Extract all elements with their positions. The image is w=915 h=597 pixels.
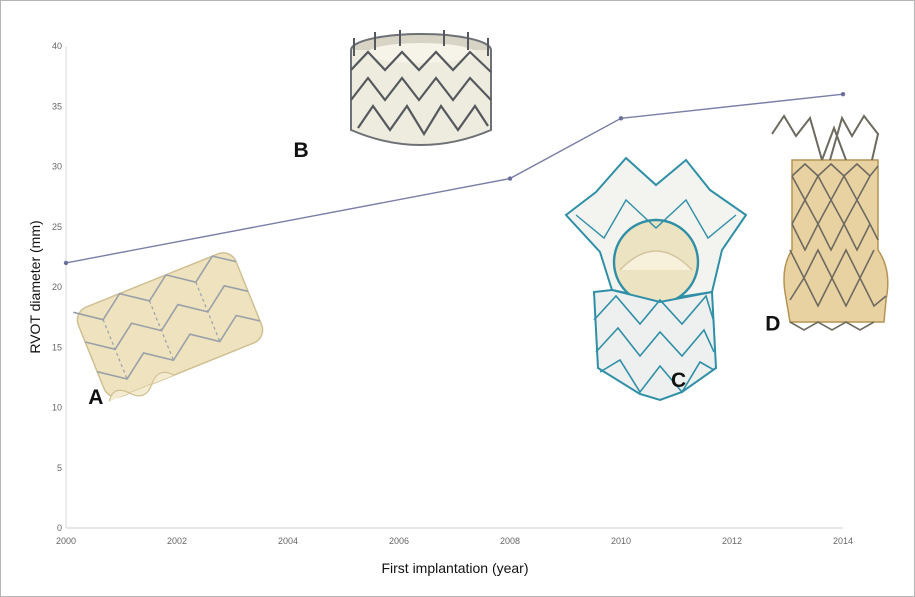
panel-letters: A B C D [88, 139, 780, 409]
x-tick-label: 2000 [56, 536, 76, 546]
x-tick-label: 2014 [833, 536, 853, 546]
y-tick-label: 25 [52, 222, 62, 232]
panel-letter-c: C [671, 369, 686, 392]
device-c-image [564, 156, 748, 402]
x-tick-label: 2010 [611, 536, 631, 546]
data-point [840, 92, 846, 97]
x-tick-label: 2012 [722, 536, 742, 546]
panel-letter-d: D [765, 312, 780, 335]
series-layer [63, 92, 846, 266]
panel-letter-a: A [88, 386, 103, 409]
x-tick-label: 2008 [500, 536, 520, 546]
x-axis-title: First implantation (year) [381, 560, 528, 576]
y-tick-label: 0 [57, 523, 62, 533]
series-line [65, 93, 844, 264]
device-d-image [771, 114, 889, 331]
y-axis-title: RVOT diameter (mm) [27, 220, 43, 353]
x-tick-labels: 2000 2002 2004 2006 2008 2010 2012 2014 [56, 536, 853, 546]
device-a-image [73, 252, 264, 402]
y-tick-labels: 0 5 10 15 20 25 30 35 40 [52, 41, 62, 533]
y-tick-label: 30 [52, 162, 62, 172]
device-illustrations [73, 30, 889, 402]
y-tick-label: 5 [57, 463, 62, 473]
y-tick-label: 15 [52, 342, 62, 352]
y-tick-label: 35 [52, 101, 62, 111]
x-tick-label: 2006 [389, 536, 409, 546]
x-tick-label: 2002 [167, 536, 187, 546]
device-b-image [350, 30, 492, 146]
y-tick-label: 10 [52, 403, 62, 413]
panel-letter-b: B [294, 139, 309, 162]
data-point [507, 176, 513, 181]
data-point [618, 116, 624, 121]
y-tick-label: 40 [52, 41, 62, 51]
x-tick-label: 2004 [278, 536, 298, 546]
y-tick-label: 20 [52, 282, 62, 292]
data-point [63, 260, 69, 266]
